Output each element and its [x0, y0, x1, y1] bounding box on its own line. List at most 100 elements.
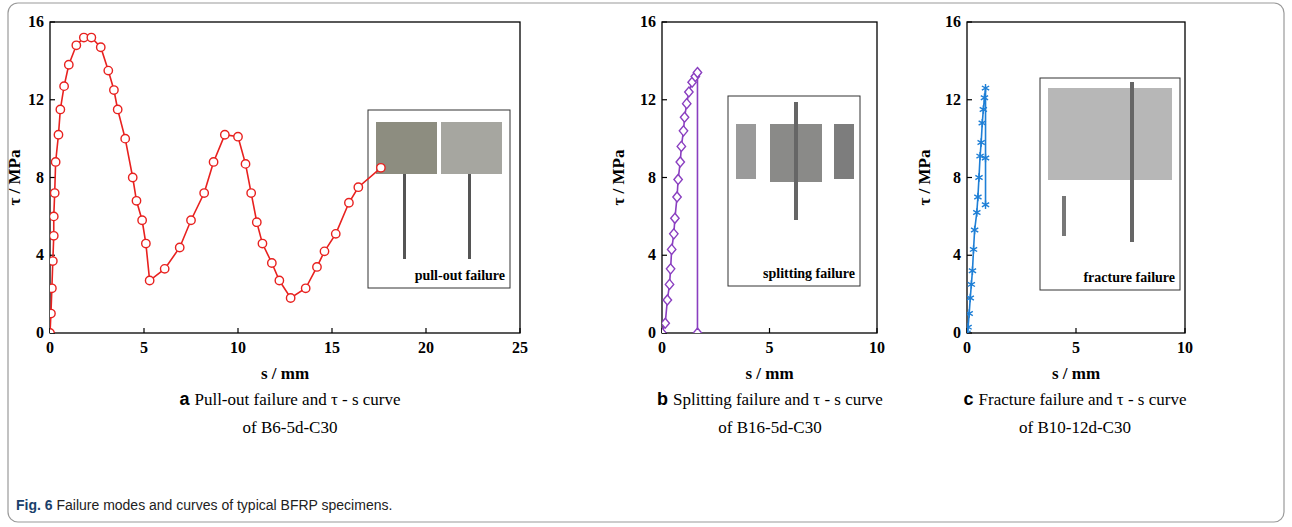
data-point	[50, 232, 58, 240]
data-point	[275, 276, 283, 284]
data-point	[973, 208, 980, 216]
x-axis-title: s / mm	[1052, 364, 1100, 383]
data-point	[97, 43, 105, 51]
series	[967, 84, 989, 333]
data-point	[51, 158, 59, 166]
x-tick	[331, 328, 332, 333]
data-point	[982, 201, 989, 209]
panel-label: b	[657, 389, 673, 409]
y-tick-label: 8	[953, 169, 961, 186]
photo-bar	[468, 174, 471, 259]
data-point	[65, 61, 73, 69]
data-point	[674, 174, 682, 184]
data-point	[221, 131, 229, 139]
x-tick	[876, 328, 877, 333]
x-tick	[237, 328, 238, 333]
data-point	[662, 318, 669, 328]
y-tick-label: 8	[648, 169, 656, 186]
photo-block	[376, 122, 437, 174]
y-tick-label: 12	[640, 91, 656, 108]
data-point	[967, 323, 972, 331]
x-tick-label: 5	[140, 339, 148, 356]
data-point	[253, 218, 261, 226]
data-point	[967, 294, 974, 302]
y-tick-label: 0	[36, 324, 44, 341]
data-point	[72, 41, 80, 49]
y-tick-label: 16	[945, 13, 961, 30]
data-point	[673, 192, 681, 202]
data-point	[968, 280, 975, 288]
data-point	[87, 33, 95, 41]
y-tick	[50, 21, 55, 22]
y-tick-label: 4	[648, 246, 656, 263]
data-point	[979, 119, 986, 127]
inset-label: splitting failure	[763, 266, 855, 281]
x-tick-label: 5	[766, 339, 774, 356]
photo-inset	[368, 110, 510, 288]
data-point	[354, 183, 362, 191]
data-point	[377, 164, 385, 172]
data-point	[286, 294, 294, 302]
data-point	[110, 86, 118, 94]
plot-frame	[662, 22, 877, 333]
y-tick-label: 16	[640, 13, 656, 30]
inset-frame	[728, 96, 860, 286]
y-tick-label: 0	[648, 324, 656, 341]
inset-frame	[1040, 78, 1180, 290]
data-point	[320, 247, 328, 255]
data-point	[301, 284, 309, 292]
y-tick	[50, 99, 55, 100]
data-point	[679, 126, 687, 136]
x-tick-label: 0	[963, 339, 971, 356]
data-point	[104, 66, 112, 74]
panel-caption-text: Splitting failure and τ - s curve	[673, 390, 883, 409]
data-point	[666, 264, 674, 274]
data-point	[667, 244, 675, 254]
y-tick	[967, 177, 972, 178]
data-point	[974, 193, 981, 201]
data-point	[113, 105, 121, 113]
y-axis-title: τ / MPa	[609, 149, 628, 205]
x-tick	[425, 328, 426, 333]
photo-bar	[1130, 82, 1134, 242]
data-point	[978, 138, 985, 146]
data-point	[971, 226, 978, 234]
panel-caption: of B10-12d-C30	[1019, 418, 1131, 437]
data-point	[671, 213, 679, 223]
x-tick-label: 5	[1072, 339, 1080, 356]
x-tick-label: 10	[230, 339, 246, 356]
data-point	[142, 239, 150, 247]
y-tick	[662, 21, 667, 22]
x-tick	[519, 328, 520, 333]
panel-caption: a Pull-out failure and τ - s curve	[179, 389, 400, 409]
figure-label: Fig. 6	[16, 497, 56, 513]
photo-bar	[403, 174, 406, 259]
data-point	[138, 216, 146, 224]
data-point	[981, 94, 988, 102]
data-point	[200, 189, 208, 197]
photo-bar	[794, 102, 798, 220]
x-tick-label: 25	[512, 339, 528, 356]
x-tick	[769, 328, 770, 333]
panel-caption: of B6-5d-C30	[243, 418, 338, 437]
curve	[967, 88, 986, 333]
x-tick	[143, 328, 144, 333]
data-point	[967, 309, 973, 317]
panel-caption-text: Pull-out failure and τ - s curve	[194, 390, 400, 409]
plot-frame	[967, 22, 1185, 333]
figure-border	[8, 3, 1284, 522]
y-tick-label: 12	[945, 91, 961, 108]
data-point	[677, 141, 685, 151]
y-tick-label: 0	[953, 324, 961, 341]
data-point	[982, 84, 989, 92]
data-point	[129, 173, 137, 181]
data-point	[145, 276, 153, 284]
figure-caption-text: Failure modes and curves of typical BFRP…	[56, 497, 392, 513]
data-point	[241, 160, 249, 168]
panel-label: c	[964, 389, 979, 409]
data-point	[693, 68, 701, 78]
y-axis-title: τ / MPa	[5, 149, 24, 205]
y-axis-title: τ / MPa	[915, 149, 934, 205]
data-point	[268, 259, 276, 267]
photo-block	[736, 124, 756, 179]
